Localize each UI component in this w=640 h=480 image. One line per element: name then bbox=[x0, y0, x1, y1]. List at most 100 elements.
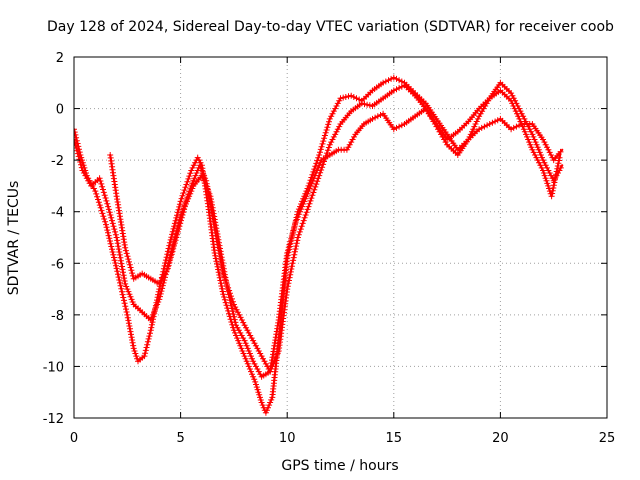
y-tick-label: -6 bbox=[51, 257, 64, 272]
x-tick-label: 10 bbox=[279, 431, 296, 446]
data-point-marker bbox=[337, 95, 344, 102]
data-point-marker bbox=[236, 340, 243, 347]
data-point-marker bbox=[244, 345, 251, 352]
data-point-marker bbox=[227, 300, 234, 306]
data-point-marker bbox=[242, 340, 249, 347]
data-point-marker bbox=[372, 114, 379, 121]
y-tick-label: -2 bbox=[51, 154, 64, 169]
data-point-marker bbox=[353, 95, 360, 102]
data-point-marker bbox=[241, 322, 248, 329]
data-point-marker bbox=[117, 282, 124, 289]
data-point-marker bbox=[398, 83, 405, 90]
data-point-marker bbox=[209, 201, 215, 208]
data-point-marker bbox=[333, 103, 340, 109]
data-point-marker bbox=[257, 394, 263, 401]
data-point-marker bbox=[303, 209, 310, 216]
data-point-marker bbox=[172, 237, 179, 244]
data-point-marker bbox=[299, 220, 306, 227]
data-point-marker bbox=[103, 197, 110, 204]
data-point-marker bbox=[75, 153, 82, 160]
data-point-marker bbox=[258, 353, 265, 360]
data-point-marker bbox=[110, 223, 117, 230]
data-point-marker bbox=[157, 290, 164, 297]
data-point-marker bbox=[215, 266, 222, 273]
data-point-marker bbox=[289, 230, 296, 237]
data-point-marker bbox=[537, 152, 544, 158]
x-tick-label: 0 bbox=[70, 431, 78, 446]
data-point-marker bbox=[74, 131, 79, 138]
data-point-marker bbox=[288, 266, 295, 272]
data-point-marker bbox=[348, 92, 355, 99]
data-point-marker bbox=[361, 101, 368, 108]
data-point-marker bbox=[317, 159, 324, 166]
data-point-marker bbox=[528, 128, 534, 135]
y-axis-label: SDTVAR / TECUs bbox=[6, 181, 22, 296]
data-point-marker bbox=[167, 257, 174, 263]
data-point-marker bbox=[295, 231, 302, 238]
data-point-marker bbox=[310, 189, 317, 196]
data-point-marker bbox=[390, 87, 397, 94]
data-point-marker bbox=[82, 172, 89, 179]
data-point-marker bbox=[473, 118, 480, 125]
data-point-marker bbox=[217, 245, 223, 252]
data-point-marker bbox=[210, 210, 217, 217]
data-point-marker bbox=[229, 305, 236, 312]
data-point-marker bbox=[231, 313, 238, 320]
data-point-marker bbox=[102, 218, 109, 225]
data-point-marker bbox=[179, 212, 186, 218]
data-point-marker bbox=[291, 251, 298, 258]
data-point-marker bbox=[226, 294, 233, 301]
data-point-marker bbox=[121, 297, 127, 304]
data-point-marker bbox=[233, 306, 240, 313]
data-point-marker bbox=[100, 186, 106, 193]
data-point-marker bbox=[179, 192, 186, 199]
data-point-marker bbox=[92, 188, 99, 195]
data-point-marker bbox=[95, 196, 101, 203]
data-point-marker bbox=[540, 136, 546, 143]
data-point-marker bbox=[198, 172, 205, 179]
data-point-marker bbox=[97, 204, 104, 211]
data-point-marker bbox=[340, 94, 347, 101]
data-point-marker bbox=[109, 217, 115, 224]
data-point-marker bbox=[308, 195, 315, 202]
grid bbox=[74, 57, 607, 418]
data-point-marker bbox=[180, 190, 187, 196]
data-point-marker bbox=[221, 271, 228, 278]
data-point-marker bbox=[116, 277, 123, 283]
data-point-marker bbox=[325, 144, 332, 151]
data-point-marker bbox=[97, 178, 104, 184]
data-point-marker bbox=[237, 314, 244, 321]
data-point-marker bbox=[356, 96, 363, 103]
data-point-marker bbox=[187, 170, 194, 177]
series-group bbox=[74, 74, 564, 416]
data-point-marker bbox=[221, 294, 228, 300]
data-point-marker bbox=[178, 195, 185, 202]
data-point-marker bbox=[147, 317, 154, 323]
data-point-marker bbox=[109, 249, 116, 255]
data-point-marker bbox=[128, 296, 135, 303]
data-point-marker bbox=[325, 121, 332, 128]
data-point-marker bbox=[190, 162, 197, 169]
data-point-marker bbox=[305, 188, 312, 195]
data-point-marker bbox=[534, 157, 541, 164]
data-point-marker bbox=[100, 213, 107, 220]
data-point-marker bbox=[185, 175, 192, 182]
data-point-marker bbox=[284, 250, 291, 256]
data-point-marker bbox=[546, 170, 553, 176]
data-point-marker bbox=[106, 235, 113, 242]
data-point-marker bbox=[350, 94, 357, 100]
data-point-marker bbox=[529, 146, 536, 153]
data-point-marker bbox=[550, 182, 557, 189]
data-point-marker bbox=[329, 136, 336, 143]
data-point-marker bbox=[538, 164, 545, 171]
data-point-marker bbox=[149, 311, 156, 318]
data-point-marker bbox=[74, 136, 77, 143]
data-point-marker bbox=[190, 177, 197, 184]
data-point-marker bbox=[222, 299, 229, 306]
data-point-marker bbox=[300, 217, 307, 224]
data-point-marker bbox=[470, 126, 477, 133]
data-point-marker bbox=[177, 198, 184, 205]
data-point-marker bbox=[520, 126, 527, 133]
data-point-marker bbox=[246, 366, 253, 372]
data-point-marker bbox=[293, 240, 300, 247]
